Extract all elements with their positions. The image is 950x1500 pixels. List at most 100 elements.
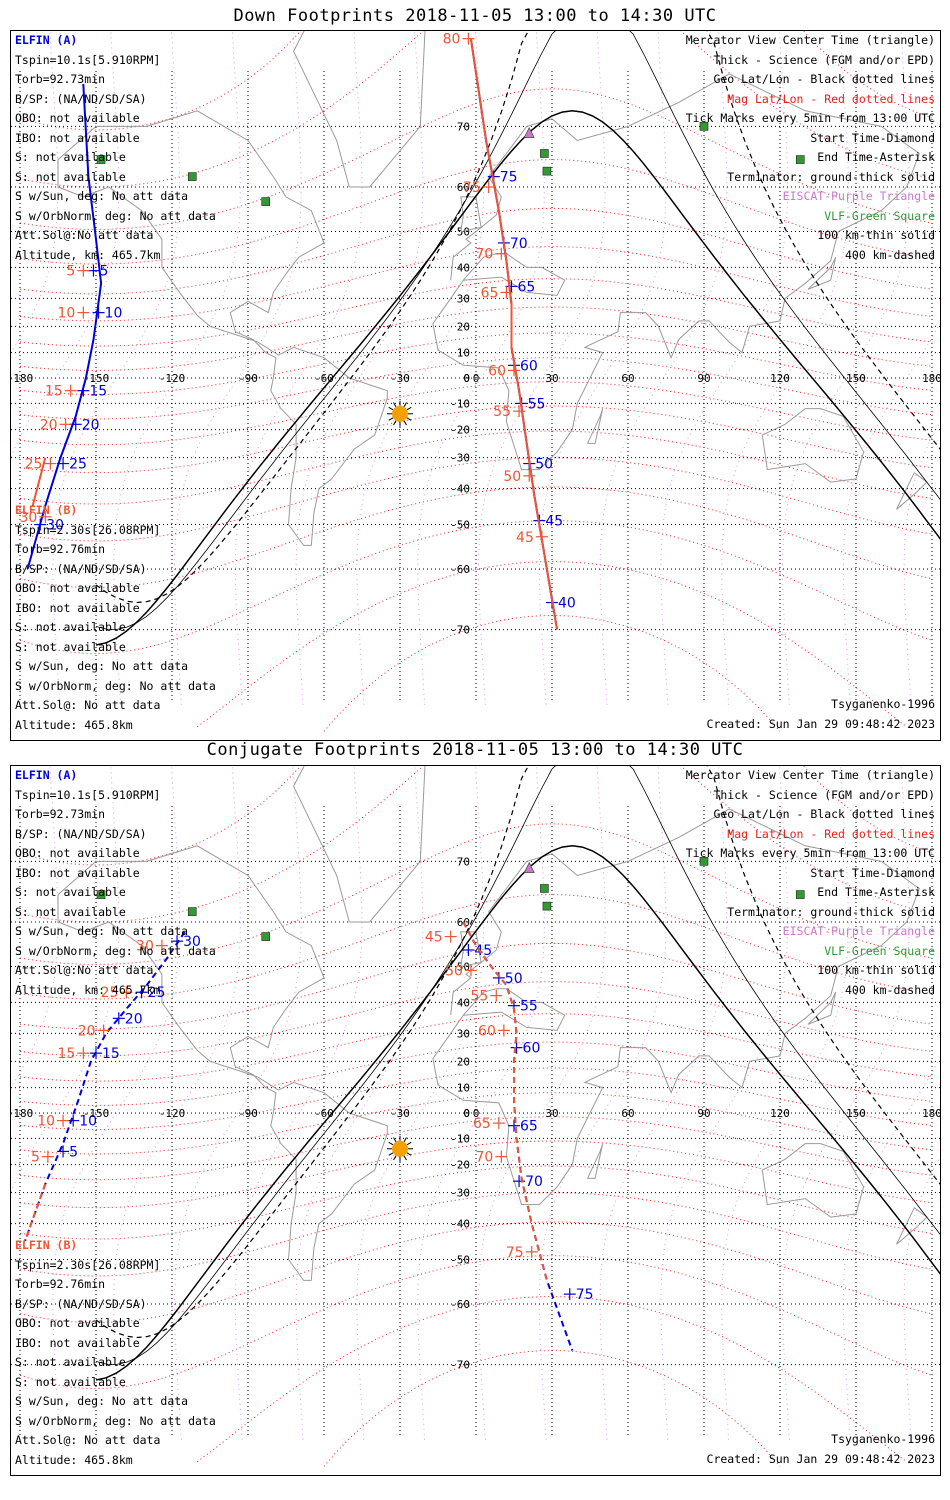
info-line: Torb=92.73min	[15, 807, 106, 821]
terminator-100km	[95, 31, 940, 630]
footprint-track	[31, 457, 47, 507]
tick-label: 75	[500, 170, 518, 186]
mag-lon-line	[538, 31, 667, 705]
info-line: IBO: not available	[15, 865, 140, 880]
info-line: ELFIN (A)	[15, 33, 78, 47]
lat-tick-label: 20	[457, 320, 470, 333]
info-line: OBO: not available	[15, 846, 140, 860]
lon-tick-label: 30	[545, 372, 558, 385]
info-line: Torb=92.76min	[15, 542, 106, 556]
tick-label: 10	[105, 306, 123, 322]
legend-entry: End Time-Asterisk	[817, 150, 935, 164]
tick-label: 70	[510, 236, 528, 252]
lat-tick-label: 10	[457, 347, 470, 360]
legend-entry: VLF-Green Square	[824, 208, 935, 223]
info-line: ELFIN (B)	[15, 503, 78, 517]
mag-grid	[11, 31, 940, 732]
coastline	[57, 845, 388, 1281]
vlf-square	[795, 890, 805, 899]
elfin-a-info: ELFIN (A) Tspin=10.1s[5.910RPM] Torb=92.73…	[15, 766, 216, 1000]
lat-tick-label: -50	[450, 519, 470, 532]
tick-label: 5	[99, 264, 108, 280]
tick-label: 60	[520, 358, 538, 374]
lon-tick-label: -150	[83, 372, 110, 385]
coastline	[896, 471, 928, 510]
mag-lon-line	[52, 766, 181, 1440]
vlf-square	[542, 166, 552, 176]
lat-tick-label: -40	[450, 483, 470, 496]
info-line: S: not available	[15, 885, 126, 899]
mag-lon-line	[11, 31, 120, 459]
coastline	[587, 408, 604, 444]
lat-tick-label: 40	[457, 261, 470, 274]
mag-lat-line	[19, 1192, 933, 1277]
lon-tick-label: 60	[621, 372, 634, 385]
lat-tick-label: 30	[457, 1027, 470, 1040]
lat-tick-label: -60	[450, 563, 470, 576]
terminator-100km	[95, 766, 940, 1365]
mag-lon-line	[477, 766, 606, 1440]
sun-ray	[388, 1152, 394, 1156]
mag-lon-line	[52, 31, 181, 705]
info-line: OBO: not available	[15, 1316, 140, 1330]
tick-label: 45	[474, 943, 492, 959]
lat-tick-label: -30	[450, 1187, 470, 1200]
legend-entry: Mag Lat/Lon - Red dotted lines	[727, 826, 935, 841]
mag-lon-line	[721, 31, 849, 705]
lon-tick-label: -90	[238, 1107, 258, 1120]
mag-lon-line	[842, 322, 940, 705]
info-line: S: not available	[15, 1374, 126, 1389]
mag-lat-line	[196, 560, 908, 728]
mag-lat-line	[323, 614, 781, 732]
mag-lat-line	[19, 1013, 933, 1082]
mag-lat-line	[19, 1165, 933, 1240]
vlf-square	[187, 172, 197, 181]
info-line: B/SP: (NA/ND/SD/SA)	[15, 1296, 147, 1311]
panel-title-conjugate: Conjugate Footprints 2018-11-05 13:00 to…	[206, 740, 744, 760]
info-line: OBO: not available	[15, 581, 140, 595]
mag-lat-line	[19, 430, 933, 505]
tick-label: 5	[31, 1150, 40, 1166]
lat-tick-label: -10	[450, 1132, 470, 1145]
mag-lat-line	[19, 1041, 933, 1106]
footprint-track	[26, 83, 103, 570]
info-line: B/SP: (NA/ND/SD/SA)	[15, 826, 147, 841]
tick-label: 15	[89, 384, 107, 400]
info-line: Altitude, km: 465.7km	[15, 247, 161, 262]
tick-label: 30	[136, 939, 154, 955]
tick-label: 10	[58, 306, 76, 322]
coastline	[432, 73, 920, 471]
tick-label: 80	[443, 32, 461, 48]
lat-tick-label: -70	[450, 624, 470, 637]
mag-lat-line	[19, 1067, 933, 1131]
terminator-400km	[95, 766, 940, 1339]
lon-tick-label: -90	[238, 372, 258, 385]
mag-lat-line	[19, 894, 933, 1000]
lat-tick-label: 70	[457, 855, 470, 868]
mag-lon-line	[113, 31, 241, 705]
mag-lon-line	[721, 766, 849, 1440]
elfin-b-info: ELFIN (B) Tspin=2.30s[26.08RPM] Torb=92.76…	[15, 1236, 216, 1470]
tick-label: 15	[58, 1046, 76, 1062]
coastline	[761, 1143, 865, 1218]
mag-lat-line	[19, 942, 933, 1030]
legend-entry: Start Time-Diamond	[810, 130, 935, 145]
vlf-square	[96, 155, 106, 164]
lon-tick-label: -180	[11, 1107, 33, 1120]
vlf-square	[699, 857, 709, 866]
legend-entry: Tick Marks every 5min from 13:00 UTC	[685, 846, 935, 860]
tick-label: 45	[516, 530, 534, 546]
mag-lon-line	[660, 766, 789, 1440]
mag-lat-line	[19, 381, 933, 446]
legend-entry: Mercator View Center Time (triangle)	[685, 33, 935, 47]
lat-tick-label: 30	[457, 292, 470, 305]
coastline	[807, 256, 837, 290]
mag-lon-line	[11, 766, 120, 1194]
info-line: S w/Sun, deg: No att data	[15, 924, 189, 938]
mag-lat-line	[19, 357, 933, 420]
created-timestamp: Created: Sun Jan 29 09:48:42 2023	[706, 717, 935, 731]
sun-ray	[406, 406, 412, 411]
tick-label: 70	[476, 247, 494, 263]
legend-entry: 100 km-thin solid	[817, 228, 935, 242]
info-line: S: not available	[15, 639, 126, 654]
